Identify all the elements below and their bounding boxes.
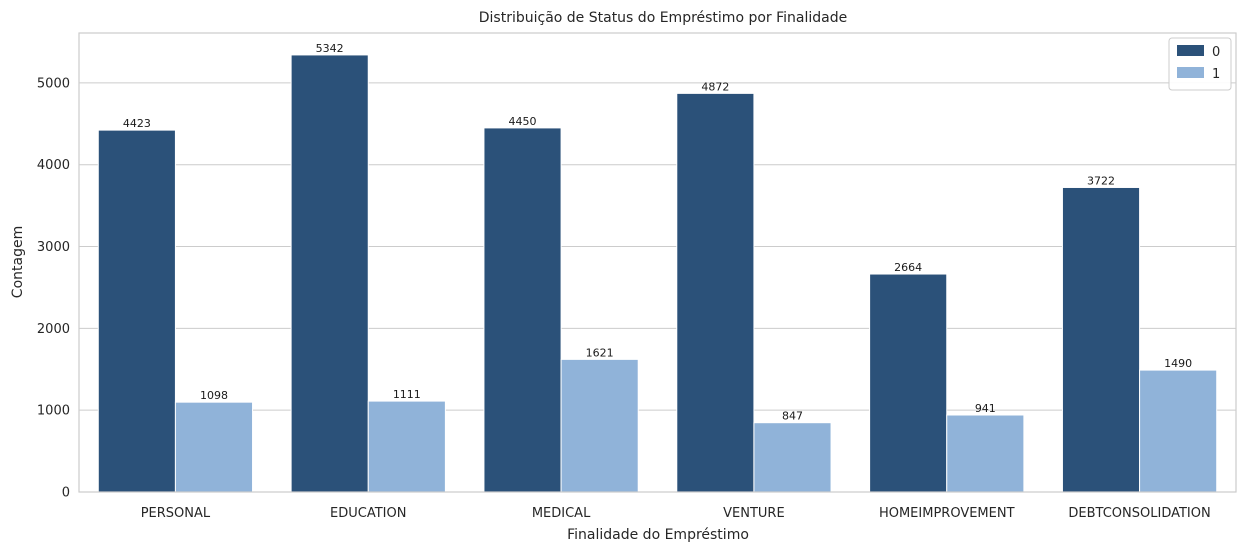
plot-frame xyxy=(78,32,1237,493)
x-tick-label: PERSONAL xyxy=(141,506,211,521)
x-tick-label: HOMEIMPROVEMENT xyxy=(879,506,1015,521)
legend-label-0: 0 xyxy=(1212,45,1220,60)
y-axis-ticks: 0 1000 2000 3000 4000 5000 xyxy=(37,76,70,500)
data-label-homeimprovement-1: 941 xyxy=(975,402,996,415)
legend-swatch-1 xyxy=(1177,67,1204,78)
bar-venture-1 xyxy=(753,422,832,493)
x-tick-label: EDUCATION xyxy=(330,506,406,521)
bar-medical-0 xyxy=(483,127,562,493)
y-tick-label: 4000 xyxy=(37,158,70,173)
x-axis-label: Finalidade do Empréstimo xyxy=(567,527,749,543)
bar-education-0 xyxy=(290,54,369,493)
legend: 01 xyxy=(1168,37,1232,91)
y-tick-label: 5000 xyxy=(37,76,70,91)
data-label-medical-1: 1621 xyxy=(586,346,614,359)
data-label-medical-0: 4450 xyxy=(509,115,537,128)
x-axis-ticks: PERSONAL EDUCATION MEDICAL VENTURE HOMEIMPRO… xyxy=(141,506,1211,521)
bar-venture-0 xyxy=(676,92,755,493)
bar-education-1 xyxy=(367,400,446,493)
x-tick-label: VENTURE xyxy=(723,506,785,521)
legend-swatch-0 xyxy=(1177,45,1204,56)
bar-medical-1 xyxy=(560,358,639,493)
bar-homeimprovement-0 xyxy=(869,273,948,493)
data-label-personal-1: 1098 xyxy=(200,389,228,402)
data-label-venture-1: 847 xyxy=(782,410,803,423)
legend-label-1: 1 xyxy=(1212,67,1220,82)
data-labels: 4423 1098 5342 1111 4450 1621 4872 847 2664 941 37… xyxy=(123,42,1192,423)
data-label-education-1: 1111 xyxy=(393,388,421,401)
data-label-personal-0: 4423 xyxy=(123,117,151,130)
bar-debtconsolidation-1 xyxy=(1139,369,1218,493)
y-tick-label: 2000 xyxy=(37,322,70,337)
y-axis-label: Contagem xyxy=(10,226,26,298)
data-label-debtconsolidation-0: 3722 xyxy=(1087,174,1115,187)
bar-homeimprovement-1 xyxy=(946,414,1025,493)
bar-debtconsolidation-0 xyxy=(1061,186,1141,493)
bar-personal-1 xyxy=(174,401,254,493)
x-tick-label: MEDICAL xyxy=(532,506,591,521)
data-label-venture-0: 4872 xyxy=(701,80,729,93)
y-tick-label: 3000 xyxy=(37,240,70,255)
data-label-education-0: 5342 xyxy=(316,42,344,55)
bar-personal-0 xyxy=(97,129,176,493)
bars xyxy=(97,54,1218,493)
data-label-homeimprovement-0: 2664 xyxy=(894,261,922,274)
data-label-debtconsolidation-1: 1490 xyxy=(1164,357,1192,370)
chart-title: Distribuição de Status do Empréstimo por… xyxy=(479,10,848,26)
x-tick-label: DEBTCONSOLIDATION xyxy=(1068,506,1210,521)
y-tick-label: 1000 xyxy=(37,404,70,419)
y-tick-label: 0 xyxy=(62,486,70,501)
